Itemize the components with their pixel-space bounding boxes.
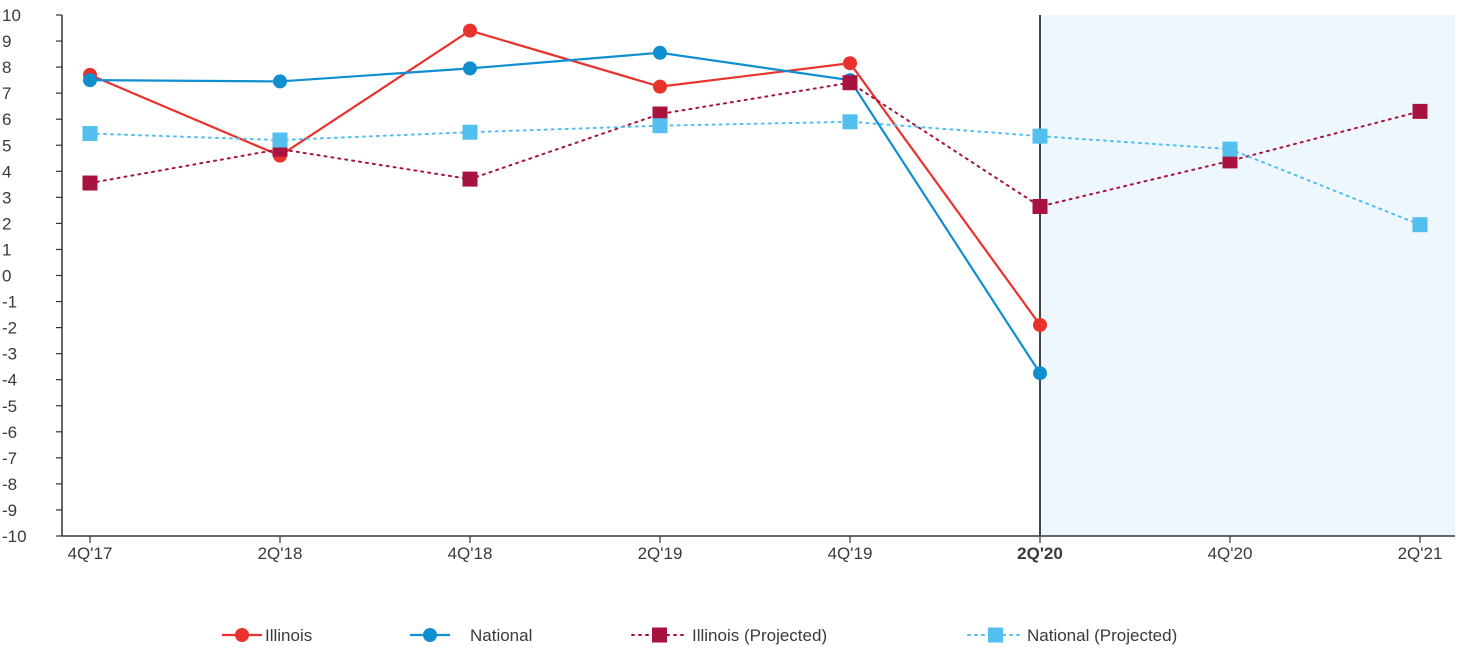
series-layer: [82, 23, 1428, 381]
y-tick-label: -1: [2, 293, 17, 312]
projection-shading: [1040, 15, 1455, 536]
y-tick-label: -6: [2, 423, 17, 442]
series-line: [89, 51, 1041, 374]
data-point: [273, 74, 287, 89]
y-tick-label: 6: [2, 110, 11, 129]
y-tick-label: 1: [2, 240, 11, 259]
data-point: [82, 126, 98, 142]
data-point: [462, 124, 478, 140]
legend-label: Illinois (Projected): [692, 626, 827, 645]
y-tick-label: -3: [2, 345, 17, 364]
y-tick-label: 4: [2, 162, 11, 181]
y-tick-label: -2: [2, 319, 17, 338]
legend-item: Illinois (Projected): [631, 626, 827, 645]
data-point: [1033, 317, 1047, 332]
y-tick-label: 3: [2, 188, 11, 207]
data-point: [842, 75, 858, 91]
x-tick-label: 2Q'21: [1398, 544, 1443, 563]
legend-marker: [423, 628, 437, 642]
data-point: [1032, 198, 1048, 214]
series-line: [89, 81, 1421, 208]
y-tick-label: -7: [2, 449, 17, 468]
data-point: [463, 61, 477, 76]
data-point: [1032, 128, 1048, 144]
y-tick-label: -9: [2, 501, 17, 520]
x-tick-label: 4Q'18: [448, 544, 493, 563]
data-point: [463, 23, 477, 38]
legend-label: National: [470, 626, 532, 645]
legend-item: National: [410, 626, 532, 645]
y-tick-label: -8: [2, 475, 17, 494]
y-tick-label: -4: [2, 371, 17, 390]
data-point: [843, 56, 857, 71]
data-point: [83, 73, 97, 88]
y-tick-label: -10: [2, 527, 27, 546]
series-national: [83, 45, 1047, 381]
legend-marker: [652, 627, 667, 643]
x-tick-label: 4Q'17: [68, 544, 113, 563]
y-tick-label: 10: [2, 6, 21, 25]
y-tick-label: 9: [2, 32, 11, 51]
legend-marker: [988, 627, 1003, 643]
legend-label: National (Projected): [1027, 626, 1177, 645]
data-point: [1412, 217, 1428, 233]
legend-marker: [235, 628, 249, 642]
series-line: [89, 29, 1041, 326]
x-tick-label: 2Q'18: [258, 544, 303, 563]
legend-item: Illinois: [222, 626, 312, 645]
series-national-projected: [82, 114, 1428, 233]
data-point: [1222, 153, 1238, 169]
data-point: [842, 114, 858, 130]
data-point: [652, 118, 668, 134]
legend-label: Illinois: [265, 626, 312, 645]
x-tick-label: 2Q'20: [1017, 544, 1063, 563]
y-tick-label: 7: [2, 84, 11, 103]
series-illinois: [83, 23, 1047, 332]
data-point: [652, 106, 668, 122]
data-point: [653, 79, 667, 94]
y-tick-label: 8: [2, 58, 11, 77]
x-tick-label: 4Q'19: [828, 544, 873, 563]
data-point: [1412, 103, 1428, 119]
x-tick-label: 2Q'19: [638, 544, 683, 563]
series-line: [89, 120, 1421, 226]
data-point: [1033, 366, 1047, 381]
y-tick-label: -5: [2, 397, 17, 416]
data-point: [653, 45, 667, 60]
x-tick-label: 4Q'20: [1208, 544, 1253, 563]
y-tick-label: 0: [2, 267, 11, 286]
data-point: [462, 171, 478, 187]
legend-item: National (Projected): [967, 626, 1177, 645]
y-tick-label: 5: [2, 136, 11, 155]
data-point: [272, 132, 288, 148]
data-point: [82, 175, 98, 191]
legend: Illinois National Illinois (Projected) Nati…: [222, 626, 1177, 645]
y-tick-label: 2: [2, 214, 11, 233]
data-point: [1222, 141, 1238, 157]
projection-shading-layer: [1040, 15, 1455, 536]
